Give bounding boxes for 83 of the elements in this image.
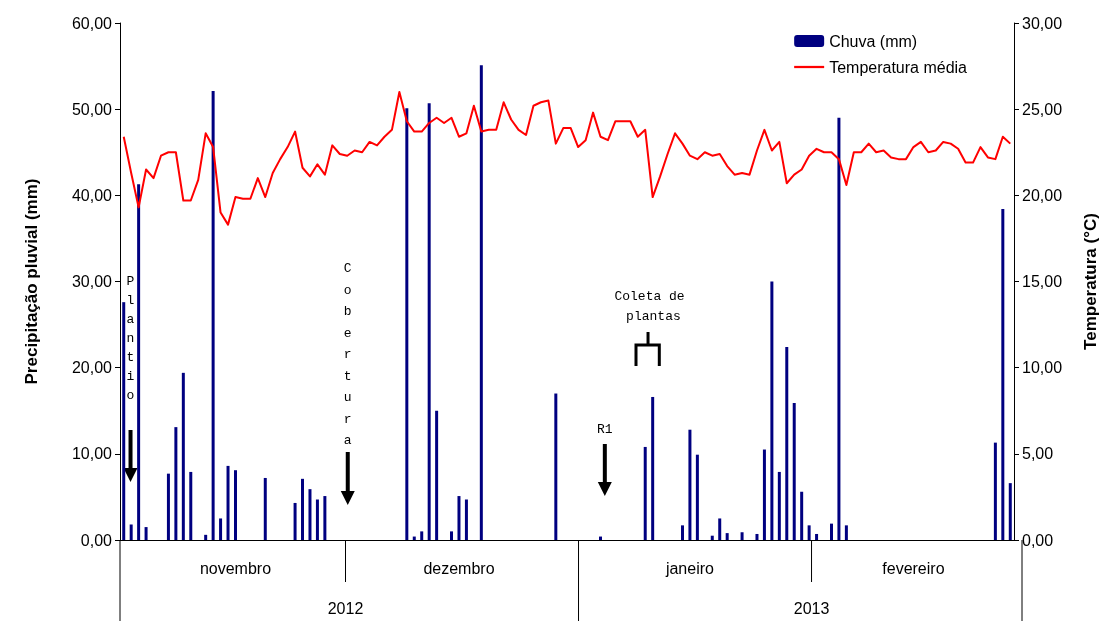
bar [993,442,997,540]
x-tick-label: janeiro [664,559,715,577]
bar [844,525,848,540]
bar [829,523,833,540]
x-tick-label: fevereiro [882,559,945,577]
bar [770,281,774,540]
bar [174,427,178,540]
bar [800,491,804,540]
bar [643,446,647,540]
bar [166,473,170,540]
legend-label: Temperatura média [829,58,968,76]
bar [293,502,297,540]
bar [755,533,759,540]
bar [263,477,267,540]
text: 2013 [793,599,830,617]
bar [226,465,230,540]
text: Cobertura [343,261,352,449]
y2-tick-label: 20,00 [1022,186,1063,204]
bar [464,499,468,540]
y-tick-label: 0,00 [80,531,113,549]
y-axis-title: Precipitação pluvial (mm) [22,178,41,385]
bar [1001,209,1005,540]
y-tick-label: 10,00 [71,445,113,463]
bar [710,535,714,540]
bar [1008,483,1012,540]
bar [435,410,439,540]
bar [122,302,126,540]
y2-tick-label: 30,00 [1022,14,1063,32]
bar [308,489,312,540]
bar [181,372,185,540]
bar [420,531,424,540]
bar [427,103,431,540]
bar [740,532,744,540]
x-tick-label: novembro [199,559,272,577]
bar [405,108,409,540]
bar [479,65,483,540]
bar [211,91,215,540]
annotation: R1 [597,422,613,437]
bar [450,531,454,540]
bar [554,393,558,540]
y-tick-label: 50,00 [71,100,113,118]
bar [412,536,416,540]
y-tick-label: 30,00 [71,273,113,290]
text: 2012 [327,599,364,617]
legend-label: Chuva (mm) [829,32,918,50]
bar [129,524,133,540]
bar [837,117,841,540]
y2-tick-label: 25,00 [1022,100,1063,118]
bar [315,499,319,540]
bar [137,184,141,540]
bar [680,525,684,540]
y2-tick-label: 0,00 [1022,531,1054,549]
bar [718,518,722,540]
x-tick-label: dezembro [423,559,495,577]
y2-tick-label: 10,00 [1022,359,1063,377]
bar [695,454,699,540]
y-tick-label: 40,00 [71,186,113,204]
annotation: Plantio [126,274,135,403]
bar [599,536,603,540]
bar [457,496,461,540]
bar [785,346,789,540]
bar [219,518,223,540]
bar [204,534,208,540]
line-series [122,90,1012,226]
y2-axis-title: Temperatura (°C) [1081,213,1100,350]
bar [777,471,781,540]
y-tick-label: 60,00 [71,14,113,32]
bar [301,478,305,540]
bar [233,470,237,540]
bar [323,496,327,540]
bar [792,403,796,540]
bar [725,533,729,540]
bar [144,527,148,540]
bar [651,396,655,540]
y-tick-label: 20,00 [71,359,113,377]
bar [189,471,193,540]
bar [762,449,766,540]
bar [807,525,811,540]
bar [815,533,819,540]
y2-tick-label: 5,00 [1022,445,1054,463]
y2-tick-label: 15,00 [1022,273,1063,290]
annotation: Coleta de plantas [614,288,693,324]
bar [688,429,692,540]
